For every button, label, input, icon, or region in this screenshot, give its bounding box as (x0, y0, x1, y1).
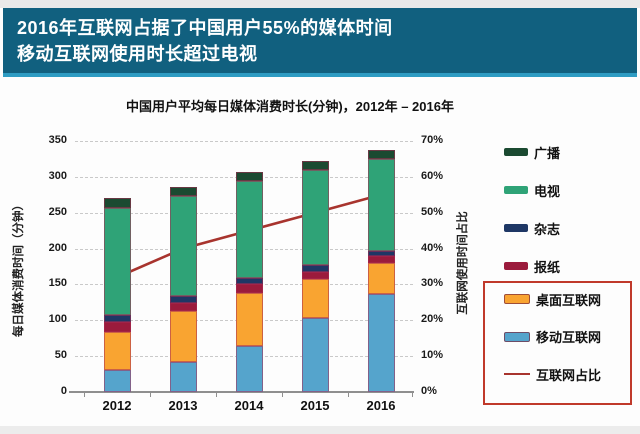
y-axis-tick-right: 30% (421, 277, 444, 290)
x-axis-label: 2014 (234, 398, 264, 413)
bar-segment (367, 149, 395, 159)
y-axis-tick-left: 150 (48, 277, 67, 290)
y-axis-tick-left: 0 (60, 385, 67, 397)
y-axis-tick-right: 60% (421, 169, 444, 182)
legend-item: 杂志 (504, 218, 560, 238)
bar-segment (169, 310, 197, 362)
y-axis-tick-right: 0% (421, 385, 437, 397)
bar-segment (367, 293, 395, 392)
bar-segment (103, 207, 131, 315)
legend-color-swatch (504, 224, 528, 232)
legend-item: 报纸 (504, 256, 560, 276)
header-title-line2: 移动互联网使用时长超过电视 (17, 44, 258, 65)
bar-segment (367, 256, 395, 263)
y-axis-tick-right: 40% (421, 241, 444, 254)
legend-color-swatch (504, 262, 528, 270)
x-axis-label: 2015 (300, 398, 330, 413)
y-axis-tick-left: 350 (48, 134, 67, 146)
y-axis-tick-right: 50% (421, 205, 444, 218)
legend-label: 移动互联网 (536, 330, 602, 345)
y-axis-tick-right: 10% (421, 349, 444, 362)
bar-segment (103, 198, 131, 208)
legend-item: 互联网占比 (504, 364, 601, 384)
legend-label: 桌面互联网 (536, 292, 602, 308)
y-axis-tick-left: 300 (48, 169, 67, 182)
bar-segment (235, 171, 263, 182)
bar-segment (367, 250, 395, 257)
bar-segment (169, 295, 197, 304)
bar-segment (301, 265, 329, 272)
y-axis-tick-right: 20% (421, 313, 444, 326)
x-axis-baseline (69, 391, 414, 393)
header-banner: 2016年互联网占据了中国用户55%的媒体时间 移动互联网使用时长超过电视 (3, 8, 637, 77)
y-axis-tick-right: 70% (421, 134, 444, 146)
bottom-margin-strip (0, 426, 640, 434)
x-axis-label: 2013 (168, 398, 198, 413)
legend-line-swatch (504, 373, 530, 375)
legend-color-swatch (504, 331, 530, 342)
chart-title: 中国用户平均每日媒体消费时长(分钟)，2012年 – 2016年 (126, 99, 454, 114)
legend-item: 广播 (504, 142, 560, 162)
bar-segment (367, 158, 395, 251)
x-axis-label: 2012 (102, 398, 132, 413)
legend-color-swatch (504, 148, 528, 156)
bar-segment (235, 346, 263, 392)
legend-label: 杂志 (534, 221, 561, 237)
bar-segment (169, 195, 197, 296)
top-margin-strip (0, 0, 640, 8)
legend-item: 桌面互联网 (504, 289, 601, 309)
legend-item: 电视 (504, 180, 560, 200)
x-axis-minor-tick (84, 393, 85, 397)
y-axis-title-left: 每日媒体消费时间（分钟） (13, 199, 25, 337)
x-axis-label: 2016 (366, 398, 396, 413)
x-axis-minor-tick (216, 393, 217, 397)
legend-color-swatch (504, 294, 530, 304)
bar-segment (169, 186, 197, 196)
bar-segment (301, 161, 329, 170)
plot-area (69, 141, 414, 397)
header-title-line1: 2016年互联网占据了中国用户55%的媒体时间 (17, 18, 393, 38)
legend-label: 报纸 (534, 259, 561, 275)
bar-segment (103, 322, 131, 332)
x-axis-minor-tick (282, 393, 283, 397)
bar-segment (301, 169, 329, 266)
bar-segment (103, 314, 131, 323)
x-axis-minor-tick (348, 393, 349, 397)
x-axis-minor-tick (150, 393, 151, 397)
legend-label: 电视 (534, 183, 561, 199)
legend-label: 互联网占比 (536, 367, 602, 383)
bar-segment (235, 181, 263, 278)
bar-segment (235, 293, 263, 347)
bar-segment (301, 278, 329, 319)
bar-segment (367, 262, 395, 294)
bar-segment (103, 331, 131, 370)
bar-segment (235, 284, 263, 294)
y-axis-tick-left: 50 (54, 349, 67, 362)
y-axis-tick-left: 100 (48, 313, 67, 326)
legend-color-swatch (504, 186, 528, 194)
bar-segment (235, 277, 263, 285)
y-axis-tick-left: 200 (48, 241, 67, 254)
bar-segment (103, 369, 131, 392)
y-axis-tick-left: 250 (48, 205, 67, 218)
gridline (75, 141, 413, 142)
bar-segment (301, 271, 329, 279)
bar-segment (169, 361, 197, 392)
x-axis-minor-tick (412, 393, 413, 397)
legend-highlight-box (483, 281, 632, 405)
legend-item: 移动互联网 (504, 327, 601, 347)
bar-segment (169, 303, 197, 311)
bar-segment (301, 318, 329, 392)
legend-label: 广播 (534, 145, 561, 161)
